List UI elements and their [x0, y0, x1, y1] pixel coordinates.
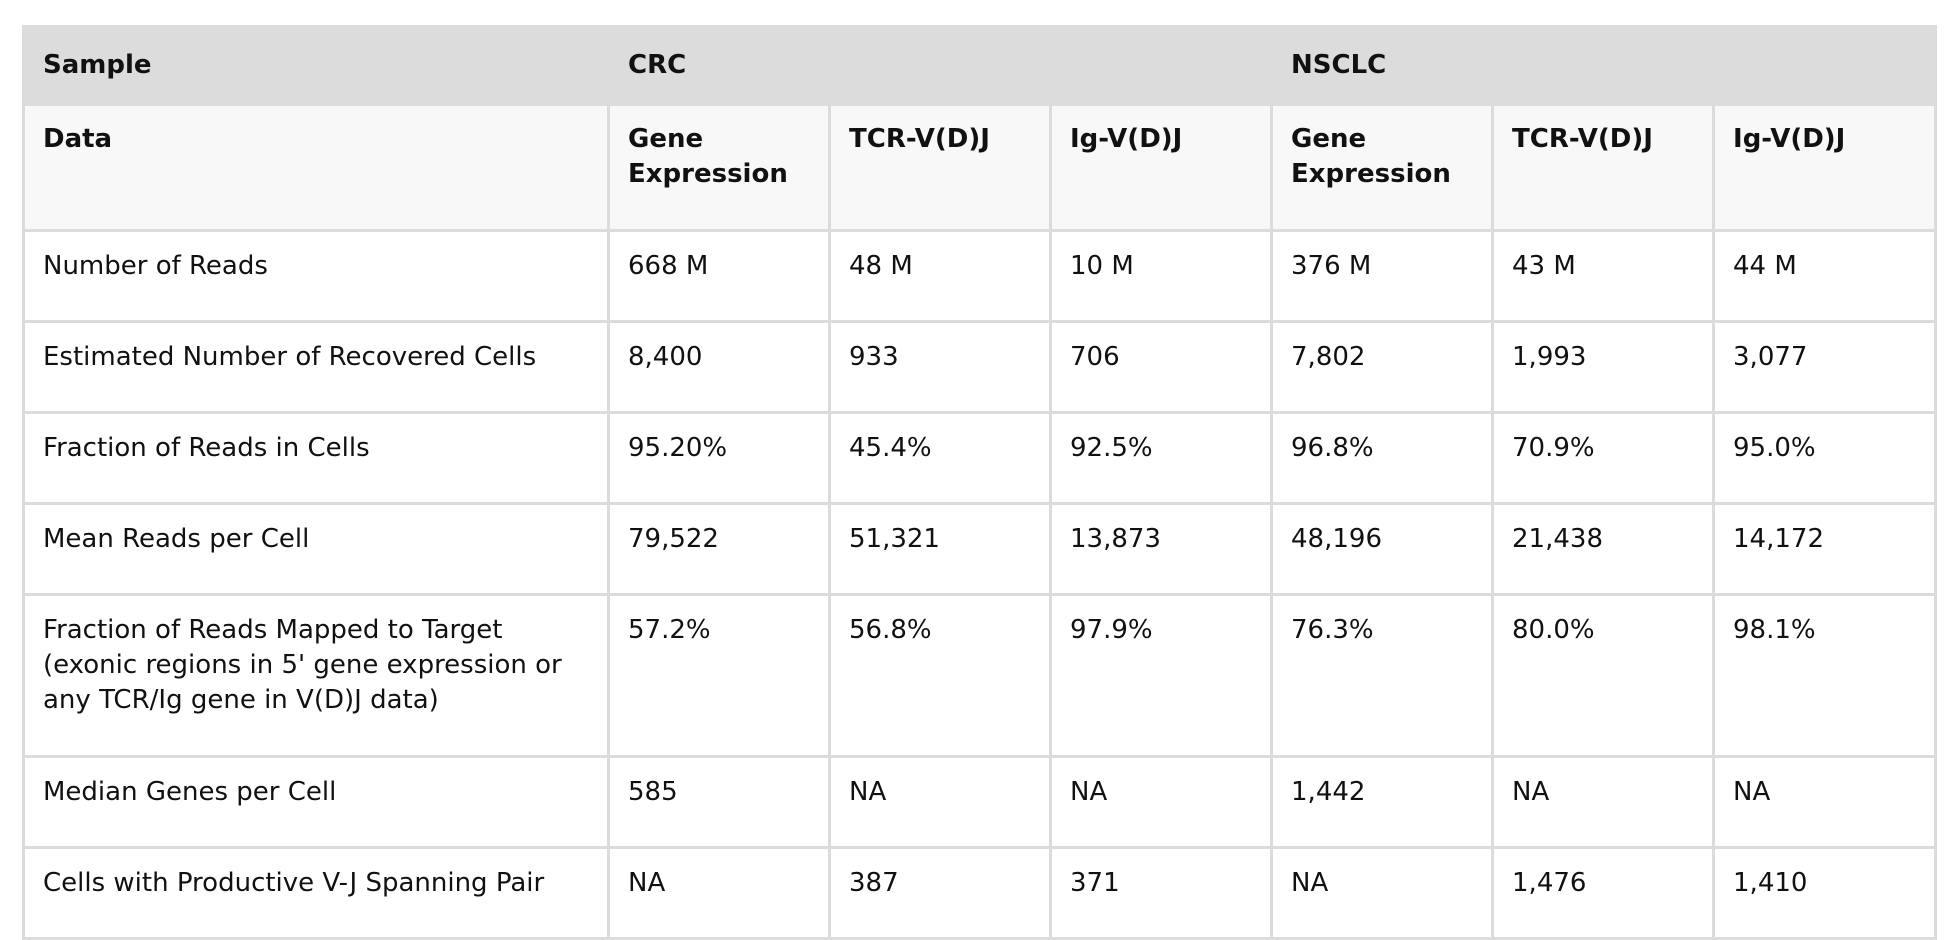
- table-cell: 95.0%: [1712, 411, 1938, 505]
- table-cell: 70.9%: [1491, 411, 1716, 505]
- table-cell: 80.0%: [1491, 593, 1716, 758]
- table-cell: 48,196: [1270, 502, 1495, 596]
- table-cell: 14,172: [1712, 502, 1938, 596]
- column-header: Gene Expression: [1270, 103, 1495, 232]
- table-cell: 7,802: [1270, 320, 1495, 414]
- table-row: Cells with Productive V-J Spanning Pair …: [22, 846, 1938, 940]
- row-label: Fraction of Reads in Cells: [22, 411, 610, 505]
- table-cell: 376 M: [1270, 229, 1495, 323]
- table-cell: 1,410: [1712, 846, 1938, 940]
- table-cell: 97.9%: [1048, 593, 1274, 758]
- table-cell: 668 M: [607, 229, 831, 323]
- table-row: Number of Reads 668 M 48 M 10 M 376 M 43…: [22, 229, 1938, 323]
- table-cell: 585: [607, 755, 831, 849]
- table-cell: 706: [1048, 320, 1274, 414]
- table-cell: NA: [1491, 755, 1716, 849]
- table-cell: 387: [828, 846, 1052, 940]
- column-header: Gene Expression: [607, 103, 831, 232]
- table-row: Mean Reads per Cell 79,522 51,321 13,873…: [22, 502, 1938, 596]
- table-cell: 51,321: [828, 502, 1052, 596]
- row-label: Cells with Productive V-J Spanning Pair: [22, 846, 610, 940]
- column-header: Ig-V(D)J: [1712, 103, 1938, 232]
- group-header-crc: CRC: [606, 25, 1274, 106]
- table-cell: 48 M: [828, 229, 1052, 323]
- row-label: Number of Reads: [22, 229, 610, 323]
- table-cell: 21,438: [1491, 502, 1716, 596]
- table-cell: 933: [828, 320, 1052, 414]
- column-header: Ig-V(D)J: [1048, 103, 1274, 232]
- table-container: Sample CRC NSCLC Data Gene Expression TC…: [22, 25, 1938, 940]
- table-cell: NA: [828, 755, 1052, 849]
- table-cell: 10 M: [1048, 229, 1274, 323]
- table-cell: 371: [1048, 846, 1274, 940]
- table-row: Estimated Number of Recovered Cells 8,40…: [22, 320, 1938, 414]
- column-header: TCR-V(D)J: [1491, 103, 1716, 232]
- sample-header-row: Sample CRC NSCLC: [22, 25, 1938, 106]
- table-row: Fraction of Reads Mapped to Target (exon…: [22, 593, 1938, 758]
- table-cell: NA: [1712, 755, 1938, 849]
- column-header: TCR-V(D)J: [828, 103, 1052, 232]
- table-cell: 1,476: [1491, 846, 1716, 940]
- table-cell: 98.1%: [1712, 593, 1938, 758]
- data-header-label: Data: [22, 103, 610, 232]
- table-cell: 1,442: [1270, 755, 1495, 849]
- table-cell: 79,522: [607, 502, 831, 596]
- row-label: Median Genes per Cell: [22, 755, 610, 849]
- table-row: Median Genes per Cell 585 NA NA 1,442 NA…: [22, 755, 1938, 849]
- data-header-row: Data Gene Expression TCR-V(D)J Ig-V(D)J …: [22, 103, 1938, 232]
- table-cell: 95.20%: [607, 411, 831, 505]
- group-header-nsclc: NSCLC: [1270, 25, 1938, 106]
- table-cell: 3,077: [1712, 320, 1938, 414]
- table-cell: 8,400: [607, 320, 831, 414]
- table-cell: 1,993: [1491, 320, 1716, 414]
- table-cell: NA: [1048, 755, 1274, 849]
- table-cell: 56.8%: [828, 593, 1052, 758]
- table-cell: 57.2%: [607, 593, 831, 758]
- table-cell: 13,873: [1048, 502, 1274, 596]
- table-cell: 92.5%: [1048, 411, 1274, 505]
- table-cell: 76.3%: [1270, 593, 1495, 758]
- table-cell: 45.4%: [828, 411, 1052, 505]
- table-row: Fraction of Reads in Cells 95.20% 45.4% …: [22, 411, 1938, 505]
- table-cell: NA: [607, 846, 831, 940]
- table-cell: 96.8%: [1270, 411, 1495, 505]
- metrics-table: Sample CRC NSCLC Data Gene Expression TC…: [22, 25, 1938, 940]
- row-label: Mean Reads per Cell: [22, 502, 610, 596]
- table-cell: 44 M: [1712, 229, 1938, 323]
- row-label: Estimated Number of Recovered Cells: [22, 320, 610, 414]
- table-cell: 43 M: [1491, 229, 1716, 323]
- table-cell: NA: [1270, 846, 1495, 940]
- sample-header-label: Sample: [22, 25, 610, 106]
- row-label: Fraction of Reads Mapped to Target (exon…: [22, 593, 610, 758]
